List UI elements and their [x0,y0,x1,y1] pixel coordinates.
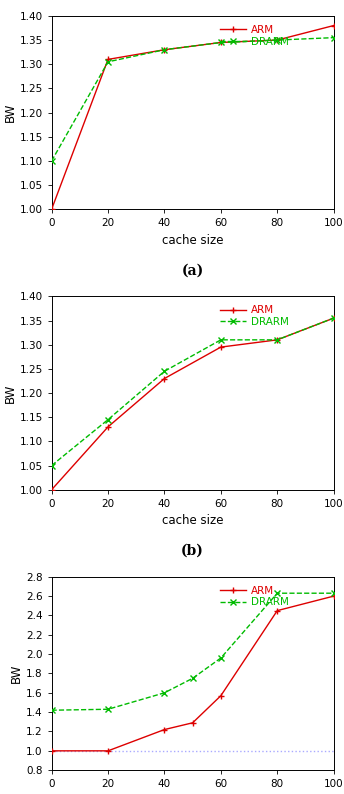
ARM [332,21,336,30]
DRARM [50,156,54,166]
Legend: ARM, DRARM: ARM, DRARM [221,25,289,47]
DRARM [106,414,110,424]
ARM [50,746,54,756]
DRARM [106,704,110,714]
Line: DRARM: DRARM [49,35,336,164]
ARM [332,314,336,323]
DRARM [332,314,336,323]
DRARM [219,37,223,47]
ARM [219,37,223,47]
DRARM [332,33,336,42]
Line: DRARM: DRARM [49,315,336,468]
Text: (b): (b) [181,544,204,558]
Legend: ARM, DRARM: ARM, DRARM [221,586,289,607]
DRARM [275,335,279,345]
Line: DRARM: DRARM [49,591,336,713]
ARM [106,422,110,432]
ARM [275,35,279,44]
Line: ARM: ARM [48,592,337,754]
DRARM [162,45,166,55]
Text: (a): (a) [182,264,204,277]
ARM [219,342,223,352]
ARM [219,691,223,700]
Y-axis label: BW: BW [3,103,17,122]
Legend: ARM, DRARM: ARM, DRARM [221,306,289,327]
ARM [162,725,166,734]
DRARM [275,35,279,44]
ARM [106,55,110,64]
ARM [50,205,54,214]
DRARM [191,673,195,683]
ARM [50,485,54,495]
ARM [162,374,166,384]
DRARM [162,367,166,376]
DRARM [219,653,223,663]
ARM [275,335,279,345]
DRARM [332,588,336,598]
ARM [106,746,110,756]
Line: ARM: ARM [48,22,337,213]
DRARM [219,335,223,345]
DRARM [50,461,54,470]
Line: ARM: ARM [48,314,337,493]
ARM [332,592,336,601]
DRARM [106,57,110,67]
X-axis label: cache size: cache size [162,234,223,247]
DRARM [275,588,279,598]
ARM [191,718,195,727]
Y-axis label: BW: BW [3,384,17,403]
DRARM [50,705,54,715]
ARM [275,606,279,615]
Y-axis label: BW: BW [10,664,23,683]
ARM [162,45,166,55]
X-axis label: cache size: cache size [162,515,223,527]
DRARM [162,688,166,698]
